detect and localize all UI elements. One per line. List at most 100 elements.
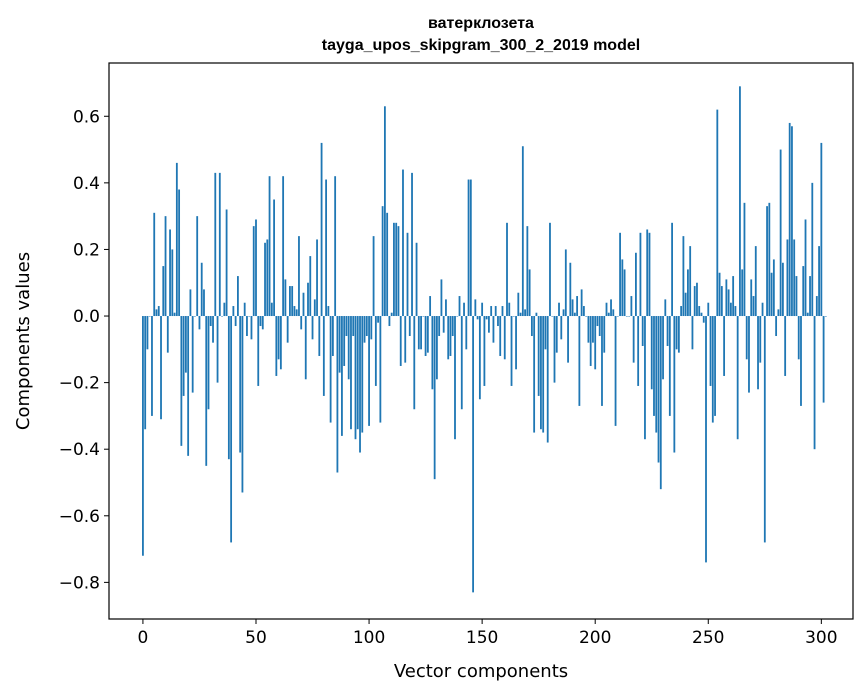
bar xyxy=(639,232,642,317)
bar xyxy=(399,316,402,366)
bar xyxy=(316,239,318,317)
bar xyxy=(343,316,346,366)
bar xyxy=(368,316,370,426)
bar xyxy=(282,176,285,317)
bar xyxy=(363,316,366,343)
bar xyxy=(718,272,721,317)
bar xyxy=(365,316,368,337)
bar xyxy=(573,312,576,317)
y-tick-label: −0.8 xyxy=(59,573,100,593)
bar xyxy=(273,199,275,317)
x-tick-label: 250 xyxy=(692,628,724,648)
bar xyxy=(338,316,341,373)
bar xyxy=(592,316,594,343)
bar xyxy=(325,179,327,317)
bar xyxy=(264,242,266,317)
bar xyxy=(732,276,735,317)
bar xyxy=(261,316,264,330)
bar xyxy=(431,316,434,390)
bar xyxy=(157,306,160,317)
bar xyxy=(637,316,640,386)
y-axis-label: Components values xyxy=(13,252,34,430)
bar xyxy=(370,316,373,340)
bar xyxy=(411,172,413,317)
bar xyxy=(691,316,694,350)
bar xyxy=(657,316,660,463)
bar xyxy=(512,316,515,317)
bar xyxy=(406,232,409,317)
bar xyxy=(227,316,230,460)
bar xyxy=(162,266,165,317)
bar xyxy=(693,286,696,317)
bar xyxy=(223,302,226,317)
bar xyxy=(743,202,746,317)
bar xyxy=(309,256,312,317)
y-tick-label: 0.0 xyxy=(73,307,100,327)
x-tick-label: 0 xyxy=(138,628,149,648)
bar xyxy=(677,316,680,353)
bar xyxy=(426,316,429,353)
bar xyxy=(239,316,242,453)
bar xyxy=(295,309,298,317)
x-tick-label: 50 xyxy=(245,628,267,648)
bar xyxy=(395,222,398,317)
bar xyxy=(761,302,764,317)
bar xyxy=(596,316,599,327)
bar xyxy=(142,316,144,556)
bar xyxy=(770,272,773,317)
bar xyxy=(795,276,798,317)
bar xyxy=(503,316,506,360)
bar xyxy=(347,316,350,380)
bar xyxy=(212,316,214,343)
bar xyxy=(311,316,314,340)
chart-subtitle: tayga_upos_skipgram_300_2_2019 model xyxy=(322,37,640,54)
y-tick-label: 0.6 xyxy=(73,107,100,127)
bar xyxy=(698,306,701,317)
bar xyxy=(469,179,472,317)
bar xyxy=(797,316,800,360)
bar xyxy=(164,216,167,317)
bar xyxy=(454,316,456,440)
bar xyxy=(788,122,791,317)
bar xyxy=(465,316,468,350)
bar xyxy=(768,202,771,317)
bar xyxy=(313,299,316,317)
bar xyxy=(671,222,673,317)
bar xyxy=(386,212,389,317)
bar xyxy=(644,316,646,440)
bar xyxy=(537,316,540,396)
bar xyxy=(546,316,549,443)
x-axis: 0 50 100 150 200 250 300 xyxy=(138,619,838,648)
bar xyxy=(635,252,637,317)
bar xyxy=(628,316,631,317)
bar xyxy=(668,316,671,416)
bar xyxy=(519,312,522,317)
bar xyxy=(524,309,526,317)
bar xyxy=(243,302,246,317)
bar xyxy=(361,316,364,433)
bar xyxy=(720,286,723,317)
bar xyxy=(413,316,416,410)
bar xyxy=(497,316,499,327)
bar xyxy=(230,316,233,543)
bar xyxy=(759,316,762,363)
x-tick-label: 200 xyxy=(579,628,611,648)
bar xyxy=(345,316,348,337)
bar xyxy=(481,302,484,317)
bar xyxy=(727,289,730,317)
bar xyxy=(436,316,438,380)
bar xyxy=(289,286,291,317)
bar xyxy=(619,232,621,317)
bar xyxy=(359,316,361,453)
x-tick-label: 300 xyxy=(805,628,837,648)
bar xyxy=(603,316,606,353)
bar xyxy=(752,296,755,317)
bar xyxy=(506,222,508,317)
bar xyxy=(268,176,271,317)
bar xyxy=(194,316,196,317)
bar xyxy=(449,316,452,356)
bar xyxy=(736,316,739,440)
bar xyxy=(191,316,194,393)
bar xyxy=(714,316,716,416)
bar xyxy=(793,239,796,317)
